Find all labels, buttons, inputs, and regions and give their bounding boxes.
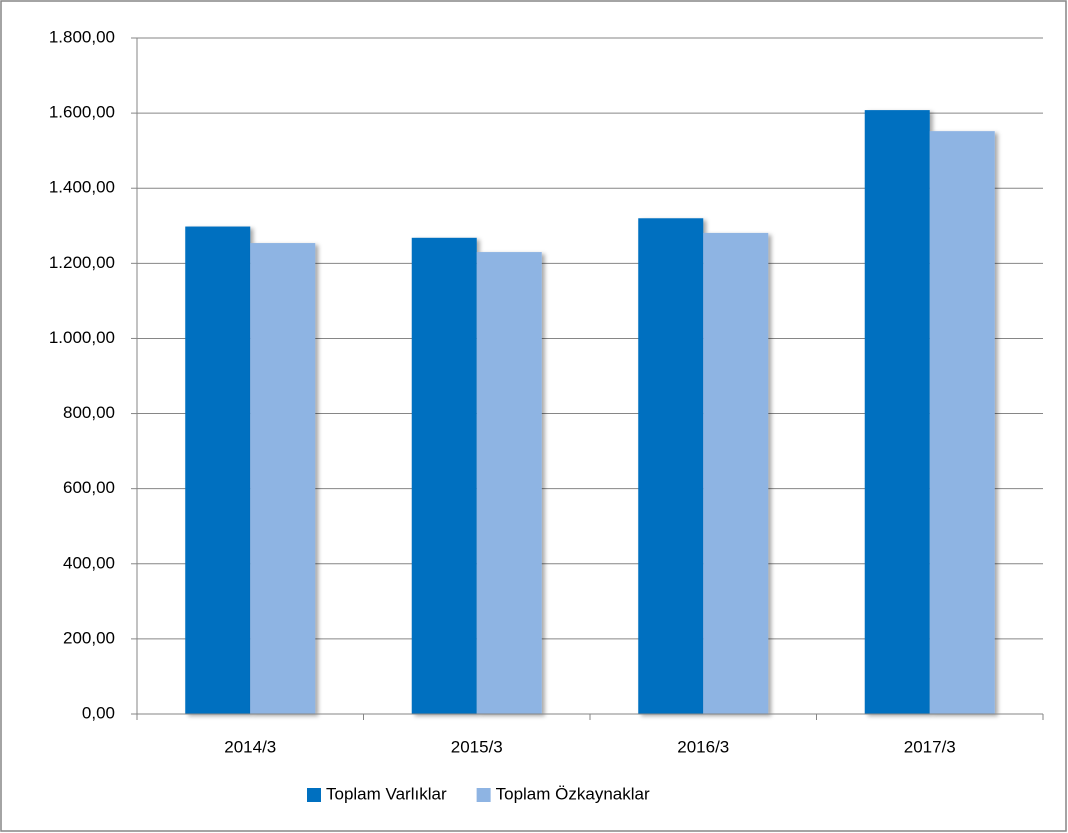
y-tick-label: 1.800,00 [49, 27, 115, 46]
y-tick-label: 1.000,00 [49, 328, 115, 347]
x-tick-label: 2015/3 [451, 737, 503, 756]
bar [250, 243, 316, 714]
bar [929, 131, 995, 715]
y-tick-label: 400,00 [63, 553, 115, 572]
x-tick-label: 2016/3 [677, 737, 729, 756]
y-tick-label: 1.600,00 [49, 103, 115, 122]
bar [411, 237, 477, 714]
bar [864, 110, 930, 714]
legend-swatch [307, 788, 321, 802]
y-tick-label: 600,00 [63, 478, 115, 497]
bar [703, 232, 769, 714]
x-tick-label: 2017/3 [904, 737, 956, 756]
legend-label: Toplam Özkaynaklar [496, 784, 650, 803]
x-tick-label: 2014/3 [224, 737, 276, 756]
y-tick-label: 200,00 [63, 628, 115, 647]
legend-label: Toplam Varlıklar [326, 784, 447, 803]
legend-swatch [476, 788, 491, 802]
bar [185, 226, 251, 715]
y-tick-label: 800,00 [63, 403, 115, 422]
bar [638, 218, 704, 714]
y-tick-label: 1.200,00 [49, 253, 115, 272]
bar [476, 252, 542, 715]
y-tick-label: 0,00 [82, 703, 115, 722]
y-tick-label: 1.400,00 [49, 178, 115, 197]
